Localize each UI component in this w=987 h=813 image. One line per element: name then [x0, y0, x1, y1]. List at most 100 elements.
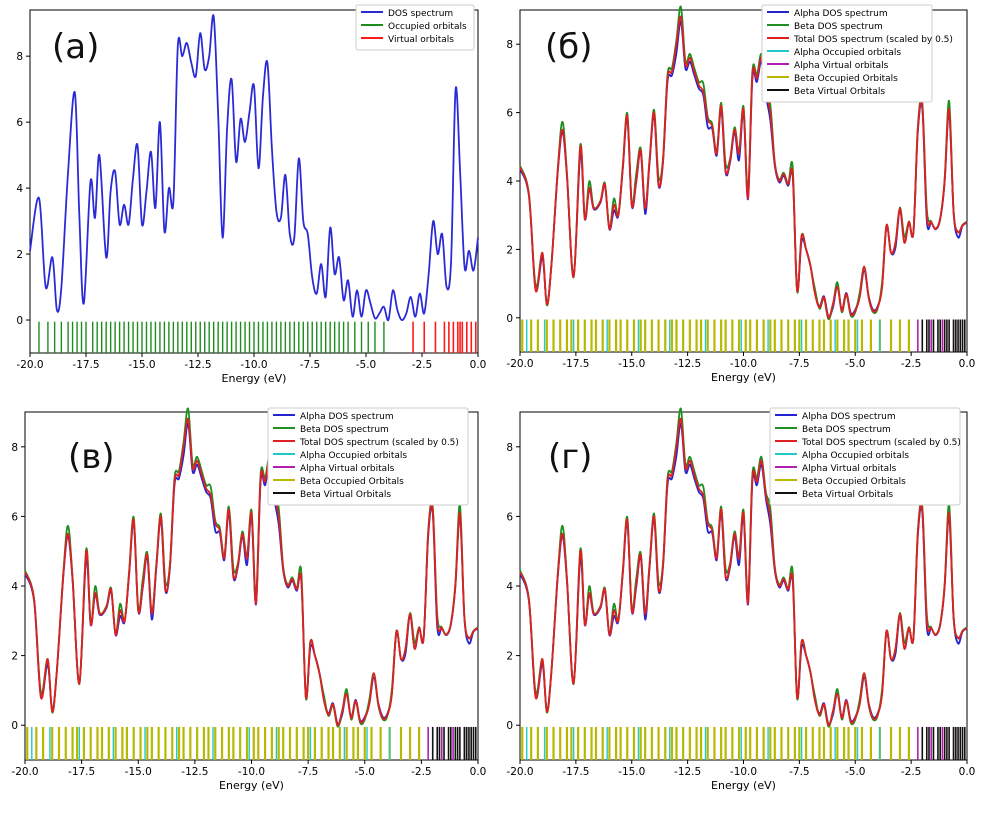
y-tick-label: 6 — [16, 117, 23, 129]
dos-curve — [29, 14, 479, 322]
chart-d: -20.0 -17.5 -15.0 -12.5 -10.0 -7.5 -5.0 -2.5 0.0… — [506, 407, 976, 792]
legend-entry: Alpha Virtual orbitals — [802, 464, 897, 474]
y-tick-label: 2 — [506, 651, 513, 663]
y-tick-label: 2 — [11, 651, 18, 663]
chart-panel-a: -20.0 -17.5 -15.0 -12.5 -10.0 -7.5 -5.0 -2.5 0.0… — [0, 0, 490, 400]
legend-entry: Alpha Occupied orbitals — [300, 451, 407, 461]
x-tick-label: -7.5 — [298, 766, 319, 778]
legend-entry: Beta Occupied Orbitals — [300, 477, 404, 487]
legend-entry: Total DOS spectrum (scaled by 0.5) — [801, 438, 961, 448]
legend-entry: Beta Virtual Orbitals — [802, 490, 893, 500]
y-tick-label: 0 — [11, 720, 18, 732]
y-tick-label: 2 — [16, 249, 23, 261]
x-tick-label: -2.5 — [901, 358, 922, 370]
legend-entry: DOS spectrum — [388, 9, 453, 19]
x-tick-label: -2.5 — [411, 766, 432, 778]
legend-entry: Alpha Occupied orbitals — [802, 451, 909, 461]
legend-entry: Total DOS spectrum (scaled by 0.5) — [793, 35, 953, 45]
legend-entry: Beta DOS spectrum — [300, 425, 389, 435]
y-tick-label: 0 — [506, 313, 513, 325]
legend-box — [769, 407, 961, 506]
chart-panel-b: -20.0 -17.5 -15.0 -12.5 -10.0 -7.5 -5.0 -2.5 0.0… — [490, 0, 987, 400]
y-tick-label: 6 — [506, 511, 513, 523]
legend-entry: Total DOS spectrum (scaled by 0.5) — [299, 438, 459, 448]
x-axis-label: Energy (eV) — [711, 371, 776, 384]
x-tick-label: -15.0 — [125, 766, 152, 778]
legend-entry: Alpha Virtual orbitals — [794, 61, 889, 71]
y-tick-label: 6 — [506, 108, 513, 120]
legend-entry: Alpha Occupied orbitals — [794, 48, 901, 58]
legend-entry: Beta Occupied Orbitals — [794, 74, 898, 84]
panel-label: (в) — [68, 437, 115, 477]
x-tick-label: 0.0 — [470, 766, 487, 778]
x-tick-label: -7.5 — [789, 766, 810, 778]
x-tick-label: -20.0 — [506, 766, 533, 778]
x-axis-label: Energy (eV) — [222, 372, 287, 385]
legend-entry: Occupied orbitals — [388, 22, 467, 32]
y-tick-label: 8 — [11, 442, 18, 454]
total-dos-curve — [24, 417, 479, 727]
x-tick-label: -10.0 — [240, 359, 267, 371]
panel-label: (б) — [545, 27, 593, 67]
total-dos-curve — [519, 417, 968, 727]
y-tick-label: 0 — [506, 720, 513, 732]
y-tick-label: 8 — [506, 39, 513, 51]
legend-entry: Alpha DOS spectrum — [300, 412, 394, 422]
x-tick-label: 0.0 — [959, 766, 976, 778]
x-tick-label: -5.0 — [845, 766, 866, 778]
chart-panel-c: -20.0 -17.5 -15.0 -12.5 -10.0 -7.5 -5.0 -2.5 0.0… — [0, 400, 490, 809]
x-tick-label: -2.5 — [412, 359, 433, 371]
y-tick-label: 2 — [506, 244, 513, 256]
x-tick-label: -5.0 — [356, 359, 377, 371]
chart-a: -20.0 -17.5 -15.0 -12.5 -10.0 -7.5 -5.0 -2.5 0.0… — [16, 4, 487, 385]
legend-entry: Beta Virtual Orbitals — [300, 490, 391, 500]
y-tick-label: 4 — [506, 176, 513, 188]
x-tick-label: -12.5 — [184, 359, 211, 371]
legend-entry: Beta DOS spectrum — [802, 425, 891, 435]
chart-c: -20.0 -17.5 -15.0 -12.5 -10.0 -7.5 -5.0 -2.5 0.0… — [11, 407, 487, 792]
chart-b: -20.0 -17.5 -15.0 -12.5 -10.0 -7.5 -5.0 -2.5 0.0… — [506, 4, 976, 384]
x-tick-label: -7.5 — [300, 359, 321, 371]
panel-label: (а) — [52, 27, 99, 67]
x-tick-label: 0.0 — [470, 359, 487, 371]
x-tick-label: -17.5 — [562, 766, 589, 778]
legend-box — [761, 4, 933, 103]
y-tick-label: 0 — [16, 315, 23, 327]
x-tick-label: -12.5 — [674, 358, 701, 370]
x-tick-label: -12.5 — [181, 766, 208, 778]
x-tick-label: -20.0 — [11, 766, 38, 778]
x-tick-label: -12.5 — [674, 766, 701, 778]
y-tick-label: 4 — [16, 183, 23, 195]
x-tick-label: -20.0 — [506, 358, 533, 370]
x-axis-label: Energy (eV) — [219, 779, 284, 792]
x-tick-label: -5.0 — [845, 358, 866, 370]
x-tick-label: -15.0 — [618, 358, 645, 370]
legend-entry: Alpha DOS spectrum — [794, 9, 888, 19]
y-tick-label: 8 — [506, 442, 513, 454]
legend-entry: Beta Virtual Orbitals — [794, 87, 885, 97]
x-tick-label: -2.5 — [901, 766, 922, 778]
x-tick-label: -20.0 — [16, 359, 43, 371]
legend-entry: Alpha DOS spectrum — [802, 412, 896, 422]
x-tick-label: -5.0 — [355, 766, 376, 778]
x-tick-label: 0.0 — [959, 358, 976, 370]
legend-box — [267, 407, 469, 506]
legend-box — [355, 4, 475, 51]
total-dos-curve — [519, 15, 968, 319]
y-tick-label: 4 — [11, 581, 18, 593]
x-tick-label: -10.0 — [730, 766, 757, 778]
legend-entry: Alpha Virtual orbitals — [300, 464, 395, 474]
x-tick-label: -17.5 — [562, 358, 589, 370]
chart-panel-d: -20.0 -17.5 -15.0 -12.5 -10.0 -7.5 -5.0 -2.5 0.0… — [490, 400, 987, 809]
x-tick-label: -17.5 — [72, 359, 99, 371]
legend-entry: Beta DOS spectrum — [794, 22, 883, 32]
y-tick-label: 4 — [506, 581, 513, 593]
legend-entry: Virtual orbitals — [388, 35, 454, 45]
x-tick-label: -10.0 — [730, 358, 757, 370]
x-tick-label: -10.0 — [238, 766, 265, 778]
y-tick-label: 8 — [16, 51, 23, 63]
x-tick-label: -7.5 — [789, 358, 810, 370]
legend-entry: Beta Occupied Orbitals — [802, 477, 906, 487]
panel-label: (г) — [548, 437, 592, 477]
y-tick-label: 6 — [11, 511, 18, 523]
